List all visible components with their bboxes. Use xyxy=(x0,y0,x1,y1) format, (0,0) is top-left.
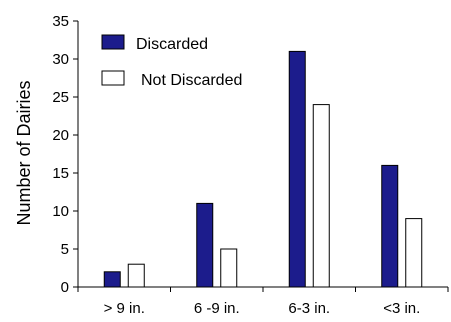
bar-discarded xyxy=(196,202,214,288)
y-ticks: 0 5 10 15 20 25 30 35 xyxy=(52,13,78,296)
y-tick-label: 5 xyxy=(61,241,69,258)
x-category-label: <3 in. xyxy=(383,300,420,317)
bar-not-discarded xyxy=(405,218,423,288)
y-axis-label: Number of Dairies xyxy=(14,80,34,225)
x-category-label: 6-3 in. xyxy=(288,300,330,317)
legend-label: Discarded xyxy=(136,36,208,53)
bar-not-discarded xyxy=(127,263,145,288)
category-labels: > 9 in. 6 -9 in. 6-3 in. <3 in. xyxy=(77,287,449,317)
bar-not-discarded xyxy=(220,248,238,288)
y-tick-label: 10 xyxy=(52,203,69,220)
bar-discarded xyxy=(288,50,306,288)
x-category-label: 6 -9 in. xyxy=(194,300,240,317)
bar-discarded xyxy=(381,164,399,288)
legend-swatch-not-discarded xyxy=(101,70,125,86)
y-tick-label: 15 xyxy=(52,165,69,182)
legend-label: Not Discarded xyxy=(141,72,242,89)
bars xyxy=(103,50,423,288)
bar-discarded xyxy=(103,271,121,288)
y-tick-label: 20 xyxy=(52,127,69,144)
x-category-label: > 9 in. xyxy=(104,300,145,317)
legend: Discarded Not Discarded xyxy=(101,34,242,89)
y-tick-label: 0 xyxy=(61,279,69,296)
bar-not-discarded xyxy=(312,104,330,288)
legend-swatch-discarded xyxy=(101,34,125,50)
y-tick-label: 30 xyxy=(52,51,69,68)
y-tick-label: 35 xyxy=(52,13,69,30)
y-tick-label: 25 xyxy=(52,89,69,106)
